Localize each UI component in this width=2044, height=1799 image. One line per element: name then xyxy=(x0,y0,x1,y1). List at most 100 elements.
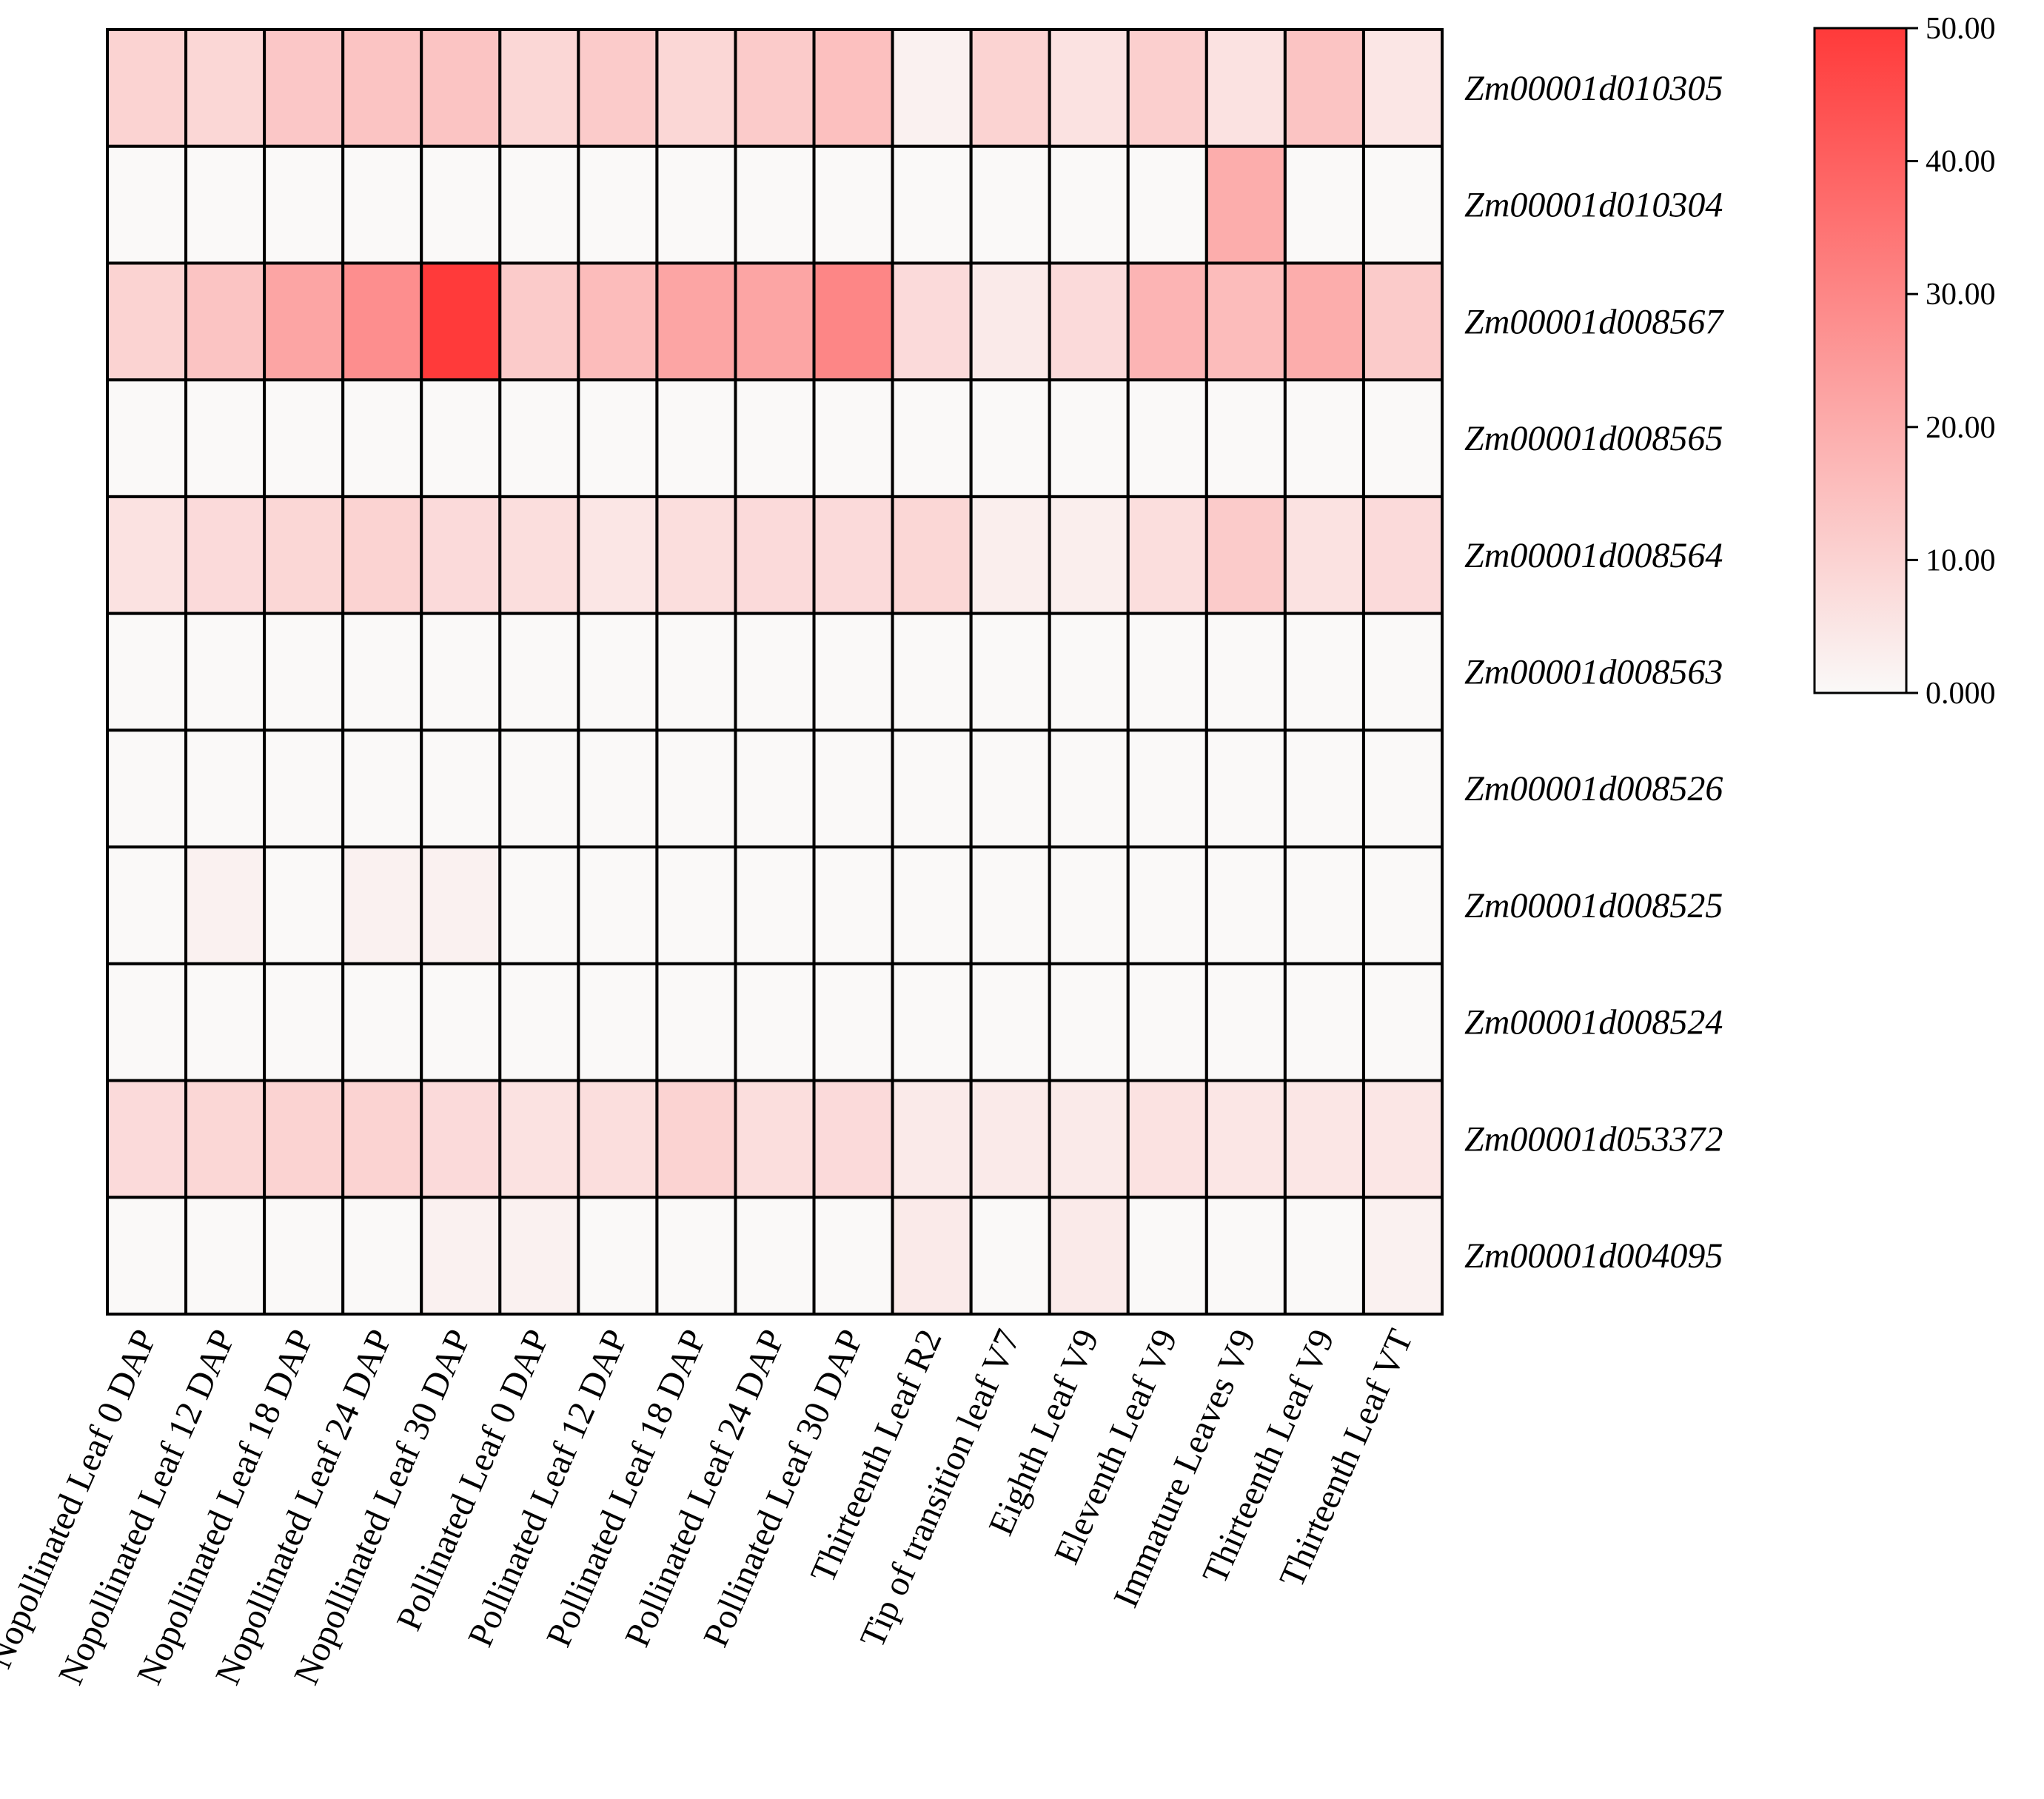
heatmap-cell xyxy=(1361,1196,1444,1316)
heatmap-cell xyxy=(891,845,973,965)
heatmap-cell xyxy=(498,28,580,148)
heatmap-cell xyxy=(891,1196,973,1316)
heatmap-cell xyxy=(263,962,345,1082)
heatmap-cell xyxy=(106,261,188,382)
heatmap-cell xyxy=(498,144,580,265)
heatmap-cell xyxy=(734,612,816,732)
heatmap-cell xyxy=(184,845,267,965)
heatmap-cell xyxy=(1126,728,1208,849)
row-label: Zm00001d008525 xyxy=(1464,886,1723,925)
heatmap-cell xyxy=(106,612,188,732)
heatmap-cell xyxy=(655,612,737,732)
heatmap-cell xyxy=(1283,1196,1365,1316)
heatmap-cell xyxy=(812,612,894,732)
heatmap-cell xyxy=(577,495,659,615)
heatmap-cell xyxy=(106,495,188,615)
heatmap-cell xyxy=(812,378,894,498)
colorbar-tick-label: 10.00 xyxy=(1926,543,1996,577)
heatmap-cell xyxy=(891,728,973,849)
heatmap-cell xyxy=(655,845,737,965)
row-label: Zm00001d008565 xyxy=(1464,419,1723,458)
heatmap-cell xyxy=(734,378,816,498)
heatmap-cell xyxy=(655,962,737,1082)
heatmap-cell xyxy=(734,261,816,382)
heatmap-cell xyxy=(812,1196,894,1316)
heatmap-cell xyxy=(1126,261,1208,382)
heatmap-cell xyxy=(1204,962,1287,1082)
row-label: Zm00001d010304 xyxy=(1464,186,1723,225)
heatmap-cell xyxy=(263,144,345,265)
heatmap-cell xyxy=(969,1196,1051,1316)
heatmap-cell xyxy=(263,1196,345,1316)
heatmap-cell xyxy=(969,28,1051,148)
heatmap-cell xyxy=(498,1196,580,1316)
heatmap-cell xyxy=(734,1196,816,1316)
heatmap-cell xyxy=(1204,612,1287,732)
heatmap-cell xyxy=(341,728,423,849)
heatmap-cell xyxy=(734,495,816,615)
heatmap-cell xyxy=(1204,28,1287,148)
row-label: Zm00001d004095 xyxy=(1464,1236,1723,1276)
heatmap-cell xyxy=(1361,28,1444,148)
colorbar-tick-label: 50.00 xyxy=(1926,12,1996,46)
heatmap-cell xyxy=(1361,144,1444,265)
heatmap-cell xyxy=(1204,495,1287,615)
heatmap-cell xyxy=(341,962,423,1082)
heatmap-cell xyxy=(969,1079,1051,1199)
heatmap-cell xyxy=(891,28,973,148)
heatmap-cell xyxy=(420,144,502,265)
heatmap-cell xyxy=(969,495,1051,615)
heatmap-cell xyxy=(498,962,580,1082)
heatmap-cell xyxy=(184,378,267,498)
heatmap-cell xyxy=(655,28,737,148)
row-labels: Zm00001d010305 Zm00001d010304 Zm00001d0085… xyxy=(1464,69,1724,1276)
heatmap-cell xyxy=(1048,728,1130,849)
heatmap-cell xyxy=(812,144,894,265)
heatmap-cell xyxy=(577,1196,659,1316)
heatmap-cell xyxy=(655,1196,737,1316)
heatmap-cell xyxy=(341,261,423,382)
heatmap-cell xyxy=(812,261,894,382)
heatmap-cell xyxy=(1048,962,1130,1082)
colorbar-tick-label: 30.00 xyxy=(1926,278,1996,312)
heatmap-cell xyxy=(106,845,188,965)
heatmap-cell xyxy=(891,495,973,615)
heatmap-cell xyxy=(1283,495,1365,615)
heatmap-cell xyxy=(184,728,267,849)
heatmap-cell xyxy=(1204,1079,1287,1199)
heatmap-cell xyxy=(1126,1196,1208,1316)
heatmap-cell xyxy=(341,378,423,498)
heatmap-cell xyxy=(498,1079,580,1199)
heatmap-cell xyxy=(655,261,737,382)
colorbar-tick-label: 20.00 xyxy=(1926,411,1996,445)
heatmap-cell xyxy=(1204,378,1287,498)
heatmap-cell xyxy=(420,612,502,732)
heatmap-cell xyxy=(184,144,267,265)
heatmap-cell xyxy=(812,728,894,849)
heatmap-cell xyxy=(655,728,737,849)
heatmap-cell xyxy=(891,144,973,265)
heatmap-cell xyxy=(1361,378,1444,498)
heatmap-cell xyxy=(1048,378,1130,498)
heatmap-cell xyxy=(1283,962,1365,1082)
heatmap-cell xyxy=(106,728,188,849)
heatmap-cell xyxy=(1361,261,1444,382)
heatmap-cell xyxy=(891,261,973,382)
heatmap-cell xyxy=(1283,612,1365,732)
heatmap-cell xyxy=(1361,1079,1444,1199)
heatmap-cell xyxy=(498,261,580,382)
heatmap-cell xyxy=(184,612,267,732)
heatmap-cell xyxy=(1361,728,1444,849)
heatmap-cell xyxy=(891,612,973,732)
heatmap-cell xyxy=(420,28,502,148)
heatmap-cell xyxy=(184,962,267,1082)
heatmap-cell xyxy=(1048,1079,1130,1199)
heatmap-cell xyxy=(1048,1196,1130,1316)
heatmap-cell xyxy=(969,962,1051,1082)
heatmap-cell xyxy=(1126,1079,1208,1199)
heatmap-cell xyxy=(263,261,345,382)
heatmap-cell xyxy=(1048,28,1130,148)
heatmap-cell xyxy=(263,1079,345,1199)
row-label: Zm00001d008524 xyxy=(1464,1003,1723,1042)
